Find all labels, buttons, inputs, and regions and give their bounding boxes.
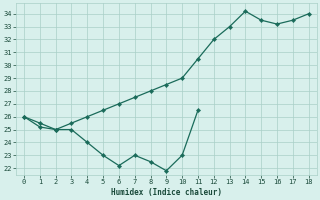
X-axis label: Humidex (Indice chaleur): Humidex (Indice chaleur) [111, 188, 222, 197]
